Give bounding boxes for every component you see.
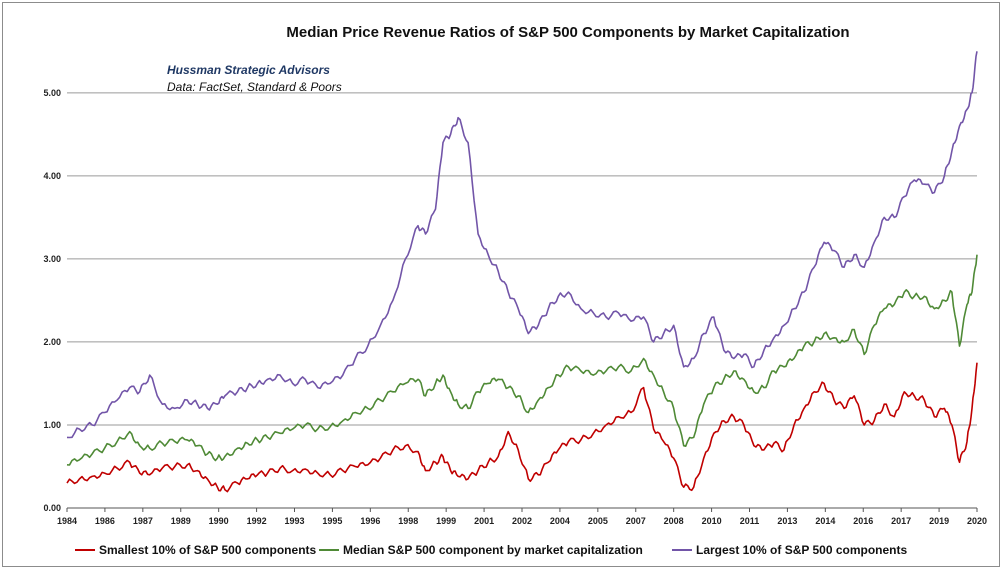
y-tick-label: 2.00	[43, 337, 61, 347]
y-tick-label: 5.00	[43, 88, 61, 98]
chart-frame: Median Price Revenue Ratios of S&P 500 C…	[2, 2, 1000, 567]
x-tick-label: 1999	[436, 516, 456, 526]
x-tick-label: 1986	[95, 516, 115, 526]
x-tick-label: 2014	[815, 516, 835, 526]
x-tick-label: 2010	[702, 516, 722, 526]
x-tick-label: 1989	[171, 516, 191, 526]
x-tick-label: 1998	[398, 516, 418, 526]
gridlines	[67, 92, 977, 426]
series-line-3	[66, 51, 978, 439]
x-tick-label: 2005	[588, 516, 608, 526]
legend-label: Median S&P 500 component by market capit…	[343, 543, 643, 557]
series-line-1	[66, 362, 978, 493]
series-lines	[66, 51, 978, 493]
x-axis-ticks: 1984 1986 1987 1989 1990 1992 1993 1995 1996 1998…	[57, 508, 987, 526]
credit-line-1: Hussman Strategic Advisors	[167, 63, 330, 77]
legend-label: Largest 10% of S&P 500 components	[696, 543, 908, 557]
legend-item-3: Largest 10% of S&P 500 components	[672, 543, 908, 557]
x-tick-label: 2001	[474, 516, 494, 526]
y-tick-label: 3.00	[43, 254, 61, 264]
y-tick-label: 0.00	[43, 503, 61, 513]
x-tick-label: 1995	[322, 516, 342, 526]
x-tick-label: 2008	[664, 516, 684, 526]
x-tick-label: 1993	[284, 516, 304, 526]
x-tick-label: 2002	[512, 516, 532, 526]
legend: Smallest 10% of S&P 500 components Median…	[75, 543, 908, 557]
x-tick-label: 2016	[853, 516, 873, 526]
y-axis-ticks: 0.00 1.00 2.00 3.00 4.00 5.00	[43, 88, 61, 513]
x-tick-label: 2007	[626, 516, 646, 526]
x-tick-label: 1996	[360, 516, 380, 526]
credit-line-2: Data: FactSet, Standard & Poors	[167, 80, 342, 94]
y-tick-label: 4.00	[43, 171, 61, 181]
x-tick-label: 2011	[740, 516, 760, 526]
y-tick-label: 1.00	[43, 420, 61, 430]
x-tick-label: 2013	[777, 516, 797, 526]
legend-item-1: Smallest 10% of S&P 500 components	[75, 543, 317, 557]
x-tick-label: 2017	[891, 516, 911, 526]
x-tick-label: 1987	[133, 516, 153, 526]
chart-title: Median Price Revenue Ratios of S&P 500 C…	[286, 24, 849, 41]
legend-item-2: Median S&P 500 component by market capit…	[319, 543, 643, 557]
x-tick-label: 1990	[209, 516, 229, 526]
x-tick-label: 2004	[550, 516, 570, 526]
x-tick-label: 1984	[57, 516, 77, 526]
legend-label: Smallest 10% of S&P 500 components	[99, 543, 317, 557]
series-line-2	[66, 254, 978, 466]
chart-canvas: Median Price Revenue Ratios of S&P 500 C…	[43, 24, 987, 557]
x-tick-label: 1992	[247, 516, 267, 526]
x-tick-label: 2020	[967, 516, 987, 526]
x-tick-label: 2019	[929, 516, 949, 526]
